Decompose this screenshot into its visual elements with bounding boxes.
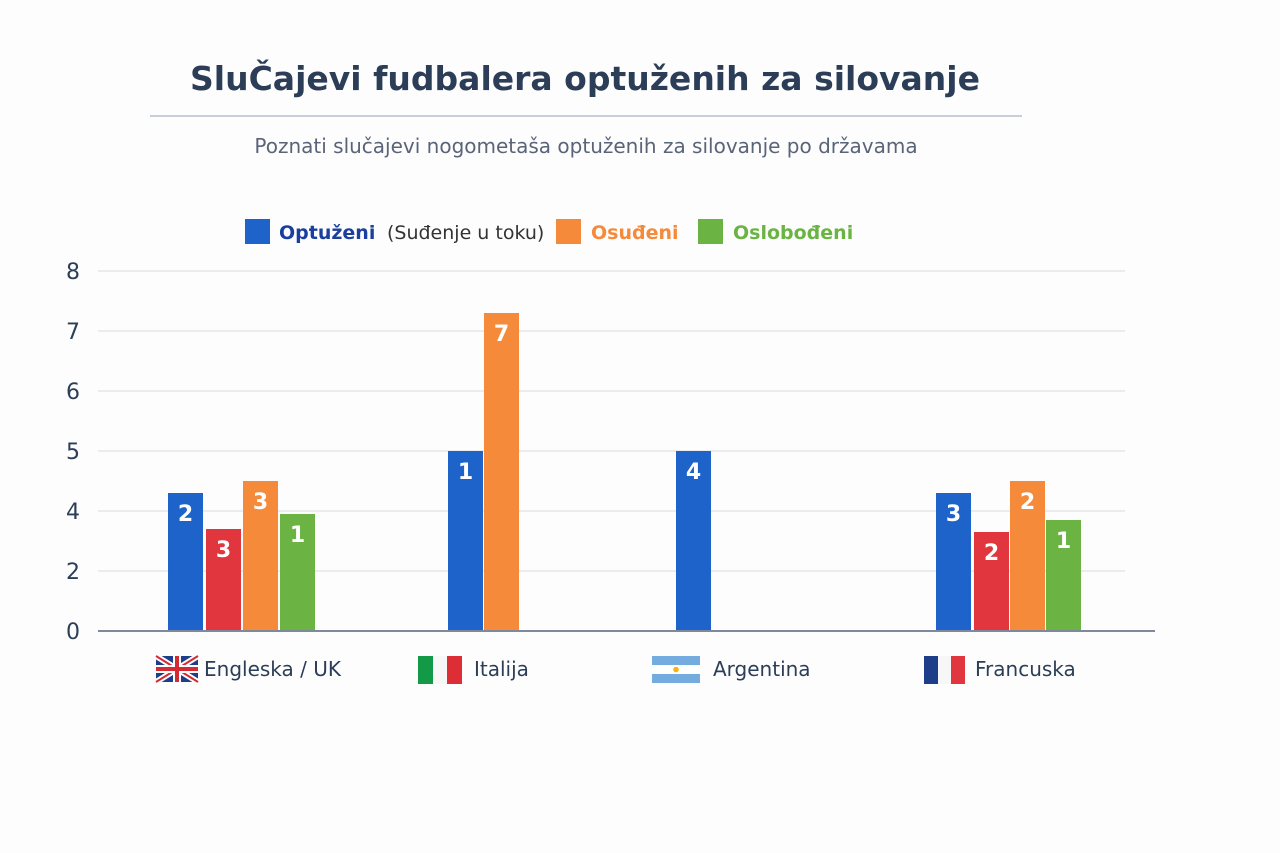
bar-data-label: 4 [686, 460, 701, 485]
legend-swatch-oslobodeni [698, 219, 723, 244]
france-flag-icon [924, 656, 965, 684]
legend-swatch-osudeni [556, 219, 581, 244]
bar-data-label: 3 [216, 538, 231, 563]
bar [206, 529, 241, 631]
y-tick-label: 4 [66, 500, 80, 525]
y-tick-label: 7 [66, 320, 80, 345]
bar-data-label: 7 [494, 322, 509, 347]
bar-data-label: 3 [253, 490, 268, 515]
legend-label-optuzeni-main: Optuženi [279, 222, 375, 244]
legend-label-optuzeni-note: (Suđenje u toku) [387, 222, 544, 244]
y-tick-label: 6 [66, 380, 80, 405]
category-italija: Italija [418, 656, 529, 684]
category-francuska: Francuska [924, 656, 1076, 684]
legend-label-oslobodeni: Oslobođeni [733, 222, 853, 244]
y-tick-label: 8 [66, 260, 80, 285]
bar [676, 451, 711, 631]
legend-swatch-optuzeni [245, 219, 270, 244]
y-axis-ticks: 0 2 4 5 6 7 8 [66, 260, 80, 645]
argentina-flag-icon [652, 656, 700, 683]
chart-subtitle: Poznati slučajevi nogometaša optuženih z… [254, 134, 917, 158]
category-engleska: Engleska / UK [154, 653, 342, 685]
bar [1046, 520, 1081, 631]
category-label: Engleska / UK [204, 657, 342, 681]
bar [168, 493, 203, 631]
legend-label-osudeni: Osuđeni [591, 222, 679, 244]
bar [974, 532, 1009, 631]
bar [1010, 481, 1045, 631]
bar [243, 481, 278, 631]
y-tick-label: 2 [66, 560, 80, 585]
category-label: Italija [474, 657, 529, 681]
y-tick-label: 5 [66, 440, 80, 465]
italy-flag-icon [418, 656, 462, 684]
bar [448, 451, 483, 631]
category-label: Francuska [975, 657, 1076, 681]
bar-data-label: 1 [290, 523, 305, 548]
legend: Optuženi (Suđenje u toku) Osuđeni Oslobo… [245, 219, 853, 244]
bar-data-label: 3 [946, 502, 961, 527]
category-argentina: Argentina [652, 656, 811, 683]
bar [936, 493, 971, 631]
chart-title: SluČajevi fudbalera optuženih za silovan… [190, 58, 980, 98]
bar-data-label: 1 [1056, 529, 1071, 554]
bar [484, 313, 519, 631]
y-tick-label: 0 [66, 620, 80, 645]
legend-label-optuzeni: Optuženi (Suđenje u toku) [279, 222, 544, 244]
bar-data-label: 2 [1020, 490, 1035, 515]
bar-data-label: 2 [984, 541, 999, 566]
bar [280, 514, 315, 631]
bar-data-label: 2 [178, 502, 193, 527]
category-label: Argentina [713, 657, 811, 681]
bar-data-label: 1 [458, 460, 473, 485]
uk-flag-icon [154, 653, 200, 685]
